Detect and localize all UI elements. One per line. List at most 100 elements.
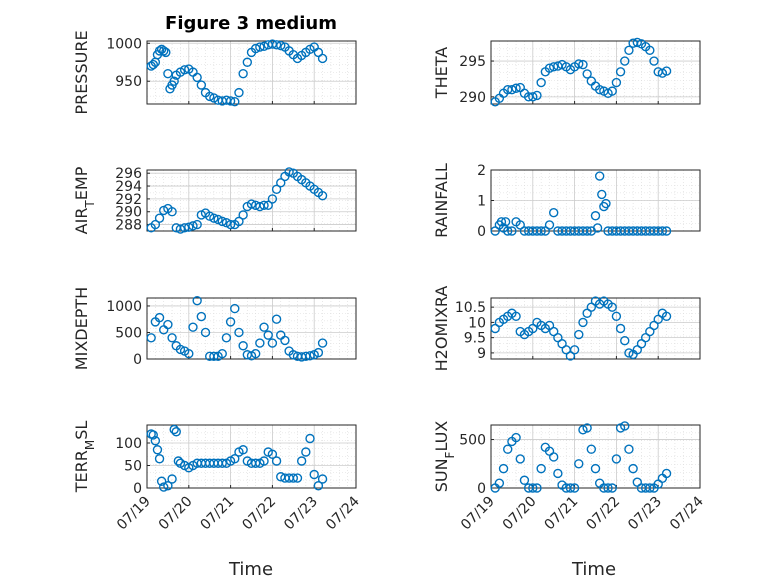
x-tick-label: 07/20 xyxy=(500,494,540,534)
data-point xyxy=(515,454,525,464)
data-point xyxy=(161,47,171,58)
data-point xyxy=(624,444,634,454)
data-point xyxy=(313,481,324,491)
subplot-7: 07/19 07/20 07/21 07/22 07/23 07/24 0 50 100 TERR… xyxy=(72,421,363,534)
data-point xyxy=(184,348,194,359)
data-point xyxy=(628,463,638,474)
y-axis-label: RAINFALL xyxy=(432,163,451,238)
data-point xyxy=(179,65,190,75)
data-point xyxy=(645,45,655,56)
axes-box xyxy=(146,424,357,489)
data-point xyxy=(511,432,521,443)
data-point xyxy=(280,335,290,346)
data-point xyxy=(503,444,513,454)
x-axis-label-left: Time xyxy=(228,559,273,580)
data-point xyxy=(154,213,165,223)
x-tick-label: 07/19 xyxy=(458,494,498,534)
x-tick-label: 07/21 xyxy=(198,494,238,534)
y-tick-label: 295 xyxy=(459,54,486,70)
data-point xyxy=(179,223,190,233)
data-point xyxy=(549,62,559,72)
y-tick-label: 9 xyxy=(477,346,486,362)
data-point xyxy=(175,344,186,355)
data-point xyxy=(611,454,622,464)
x-tick-label: 07/21 xyxy=(542,494,582,534)
data-point xyxy=(496,217,507,227)
data-point xyxy=(150,219,161,230)
data-point xyxy=(267,194,278,204)
y-tick-label: 2 xyxy=(477,163,486,179)
y-tick-label: 950 xyxy=(115,74,142,90)
data-point xyxy=(569,483,580,493)
y-tick-label: 9.5 xyxy=(464,331,486,347)
data-point xyxy=(171,427,181,437)
data-point xyxy=(150,436,161,446)
data-point xyxy=(601,198,611,209)
y-tick-label: 500 xyxy=(459,433,486,449)
data-point xyxy=(597,189,607,200)
y-tick-label: 290 xyxy=(459,90,486,106)
y-axis-label: PRESSURE xyxy=(72,30,91,114)
y-tick-label: 10 xyxy=(468,315,486,331)
data-point xyxy=(309,469,319,480)
y-tick-label: 292 xyxy=(115,192,142,208)
data-point xyxy=(503,226,513,236)
data-point xyxy=(569,345,580,355)
data-point xyxy=(271,456,282,466)
data-point xyxy=(615,67,626,77)
data-point xyxy=(284,167,294,177)
data-point xyxy=(259,322,269,332)
data-point xyxy=(204,91,215,102)
data-point xyxy=(624,45,634,56)
data-point xyxy=(230,303,240,314)
axes-box xyxy=(146,297,357,360)
data-point xyxy=(657,226,668,236)
data-point xyxy=(594,171,605,181)
data-point xyxy=(574,459,584,469)
data-point xyxy=(594,84,605,95)
data-point xyxy=(536,226,546,236)
x-tick-label: 07/23 xyxy=(281,494,321,534)
data-point xyxy=(544,63,555,73)
data-point xyxy=(154,46,165,56)
data-point xyxy=(184,222,194,232)
data-point xyxy=(246,199,257,209)
data-point xyxy=(592,223,603,233)
subplot-1: 950 1000 PRESSURE xyxy=(72,30,357,115)
data-point xyxy=(173,456,184,466)
y-tick-label: 100 xyxy=(115,436,142,452)
data-point xyxy=(507,84,517,95)
data-point xyxy=(494,478,505,488)
data-point xyxy=(259,456,269,466)
axes-box xyxy=(490,424,701,489)
data-point xyxy=(188,322,198,332)
x-tick-label: 07/24 xyxy=(323,493,363,533)
data-point xyxy=(271,184,282,194)
data-point xyxy=(507,226,517,236)
data-point xyxy=(607,483,617,493)
y-axis-label: TERRMSL xyxy=(72,421,97,494)
data-point xyxy=(611,311,622,321)
data-point xyxy=(217,458,227,468)
data-point xyxy=(192,295,202,306)
data-point xyxy=(313,347,324,358)
data-point xyxy=(574,59,584,69)
y-tick-label: 1000 xyxy=(106,299,142,315)
data-point xyxy=(225,96,236,106)
y-tick-label: 1 xyxy=(477,194,486,210)
data-point xyxy=(154,312,165,323)
y-tick-label: 0 xyxy=(133,481,142,497)
data-point xyxy=(230,97,240,107)
data-point xyxy=(192,72,202,83)
data-point xyxy=(511,311,521,321)
x-tick-label: 07/24 xyxy=(667,493,707,533)
data-point xyxy=(544,220,555,230)
data-point xyxy=(209,213,219,223)
data-point xyxy=(271,314,282,324)
data-point xyxy=(148,430,158,440)
data-point xyxy=(271,40,282,50)
data-point xyxy=(590,463,601,474)
